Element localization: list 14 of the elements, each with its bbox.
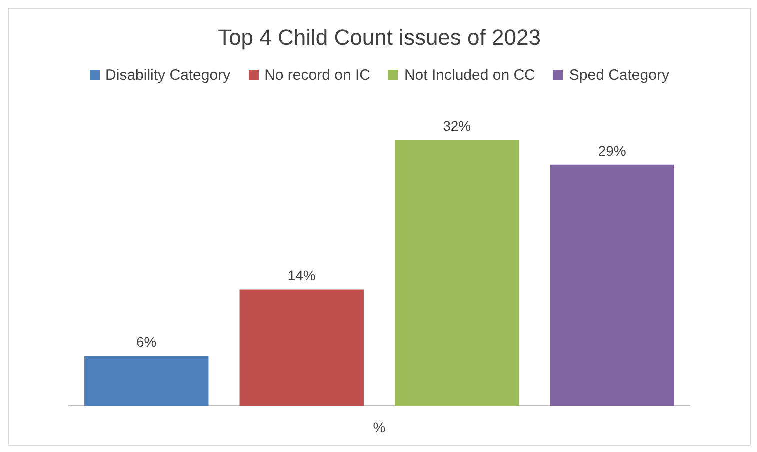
x-tick-label: Not Included on CC xyxy=(404,66,536,84)
bar xyxy=(395,140,520,406)
bar xyxy=(240,290,364,406)
data-label: 29% xyxy=(598,142,626,159)
x-axis-title: % xyxy=(373,419,386,436)
chart-title: Top 4 Child Count issues of 2023 xyxy=(217,24,542,52)
x-tick-label: No record on IC xyxy=(264,66,370,84)
data-label: 14% xyxy=(288,268,316,284)
data-label: 32% xyxy=(443,118,472,134)
data-label: 6% xyxy=(136,334,157,350)
x-tick-label: Disability Category xyxy=(106,66,231,84)
bar xyxy=(550,164,674,406)
x-tick-label: Sped Category xyxy=(569,66,670,84)
bar xyxy=(84,356,209,406)
